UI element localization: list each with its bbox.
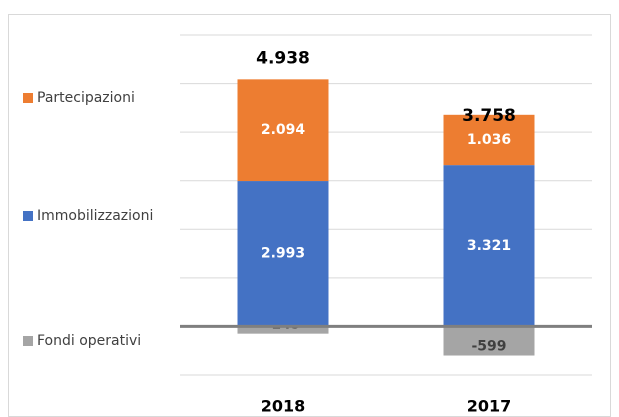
bar-segment (443, 114, 535, 166)
legend-swatch (23, 336, 33, 346)
legend-swatch (23, 211, 33, 221)
bar-segment (443, 165, 535, 327)
legend-label: Partecipazioni (37, 90, 135, 106)
bar-segment (237, 326, 329, 334)
data-label: 2.993 (261, 246, 305, 262)
data-label: -599 (471, 339, 506, 355)
bar-segment (443, 326, 535, 356)
data-label: 3.321 (467, 238, 511, 254)
x-tick-label: 2018 (261, 397, 306, 416)
legend-label: Fondi operativi (37, 333, 141, 349)
total-label: 4.938 (256, 49, 310, 69)
data-label: 2.094 (261, 122, 306, 138)
legend-swatch (23, 93, 33, 103)
legend-label: Immobilizzazioni (37, 208, 153, 224)
bar-segment (237, 181, 329, 327)
data-label: 1.036 (467, 132, 511, 148)
bar-segment (237, 79, 329, 182)
total-label: 3.758 (462, 106, 516, 126)
x-tick-label: 2017 (467, 397, 512, 416)
